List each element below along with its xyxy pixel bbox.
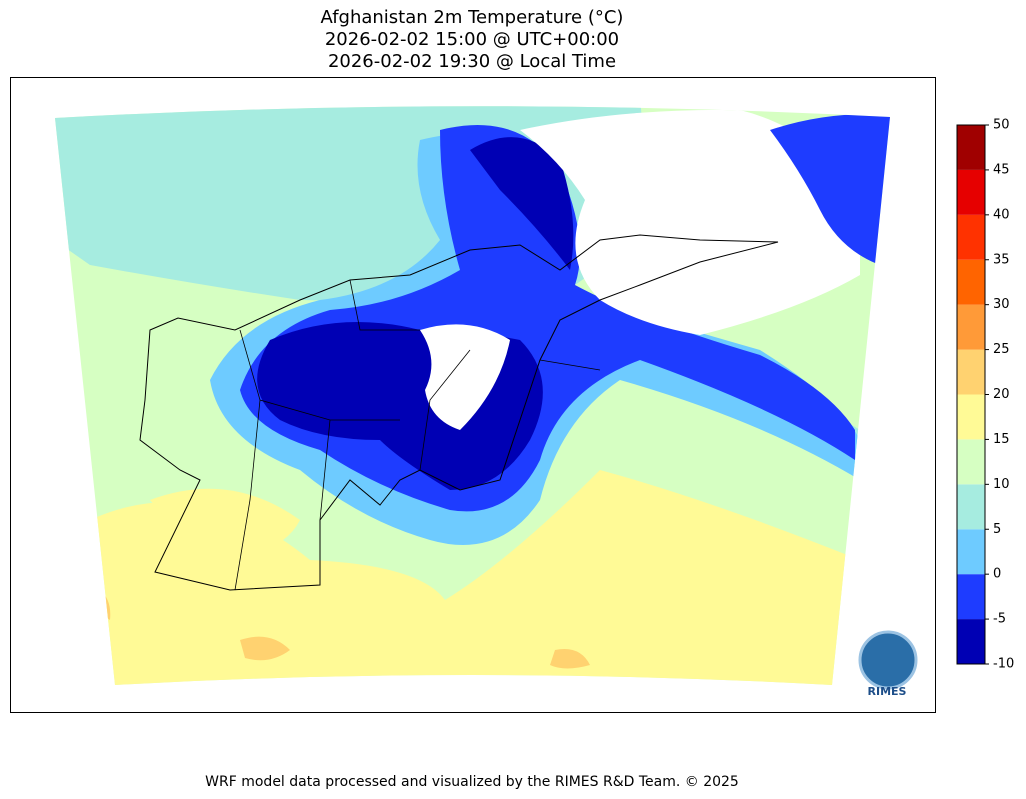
map-field: [55, 106, 890, 685]
colorbar-bin: [957, 214, 985, 260]
colorbar-tick-label: -5: [993, 612, 1006, 627]
colorbar-tick-label: -10: [993, 657, 1014, 672]
border: [139, 234, 779, 591]
colorbar-bin: [957, 574, 985, 620]
logo-label: RIMES: [868, 685, 907, 698]
logo: [858, 630, 918, 690]
title-line: 2026-02-02 19:30 @ Local Time: [328, 51, 616, 72]
colorbar-bin: [957, 259, 985, 305]
footer: WRF model data processed and visualized …: [205, 774, 739, 790]
colorbar-bin: [957, 304, 985, 350]
colorbar-tick-label: 30: [993, 297, 1010, 312]
colorbar-bin: [957, 169, 985, 215]
field-no-data: [420, 324, 510, 430]
colorbar-bin: [957, 529, 985, 575]
colorbar-tick-label: 5: [993, 522, 1001, 537]
colorbar: -10 -5 0 5 10 15 20 25 30 35 40 45 50: [956, 118, 1014, 672]
colorbar-tick-label: 40: [993, 207, 1010, 222]
colorbar-bin: [957, 619, 985, 664]
field-neg5-0: [770, 114, 890, 265]
colorbar-tick-label: 10: [993, 477, 1010, 492]
field-15-20: [90, 470, 860, 685]
colorbar-tick-label: 25: [993, 342, 1010, 357]
colorbar-tick-label: 35: [993, 252, 1010, 267]
title-line: Afghanistan 2m Temperature (°C): [321, 7, 624, 28]
colorbar-bin: [957, 394, 985, 440]
colorbar-bin: [957, 484, 985, 530]
field-neg10-neg5: [470, 137, 574, 270]
colorbar-tick-label: 50: [993, 118, 1010, 133]
colorbar-tick-label: 0: [993, 567, 1001, 582]
colorbar-bin: [957, 439, 985, 485]
colorbar-bin: [957, 349, 985, 395]
colorbar-tick-label: 45: [993, 162, 1010, 177]
colorbar-tick-label: 20: [993, 387, 1010, 402]
field-no-data: [520, 109, 860, 335]
colorbar-bin: [957, 125, 985, 170]
title-line: 2026-02-02 15:00 @ UTC+00:00: [325, 29, 619, 50]
colorbar-tick-label: 15: [993, 432, 1010, 447]
province-border: [234, 279, 601, 591]
